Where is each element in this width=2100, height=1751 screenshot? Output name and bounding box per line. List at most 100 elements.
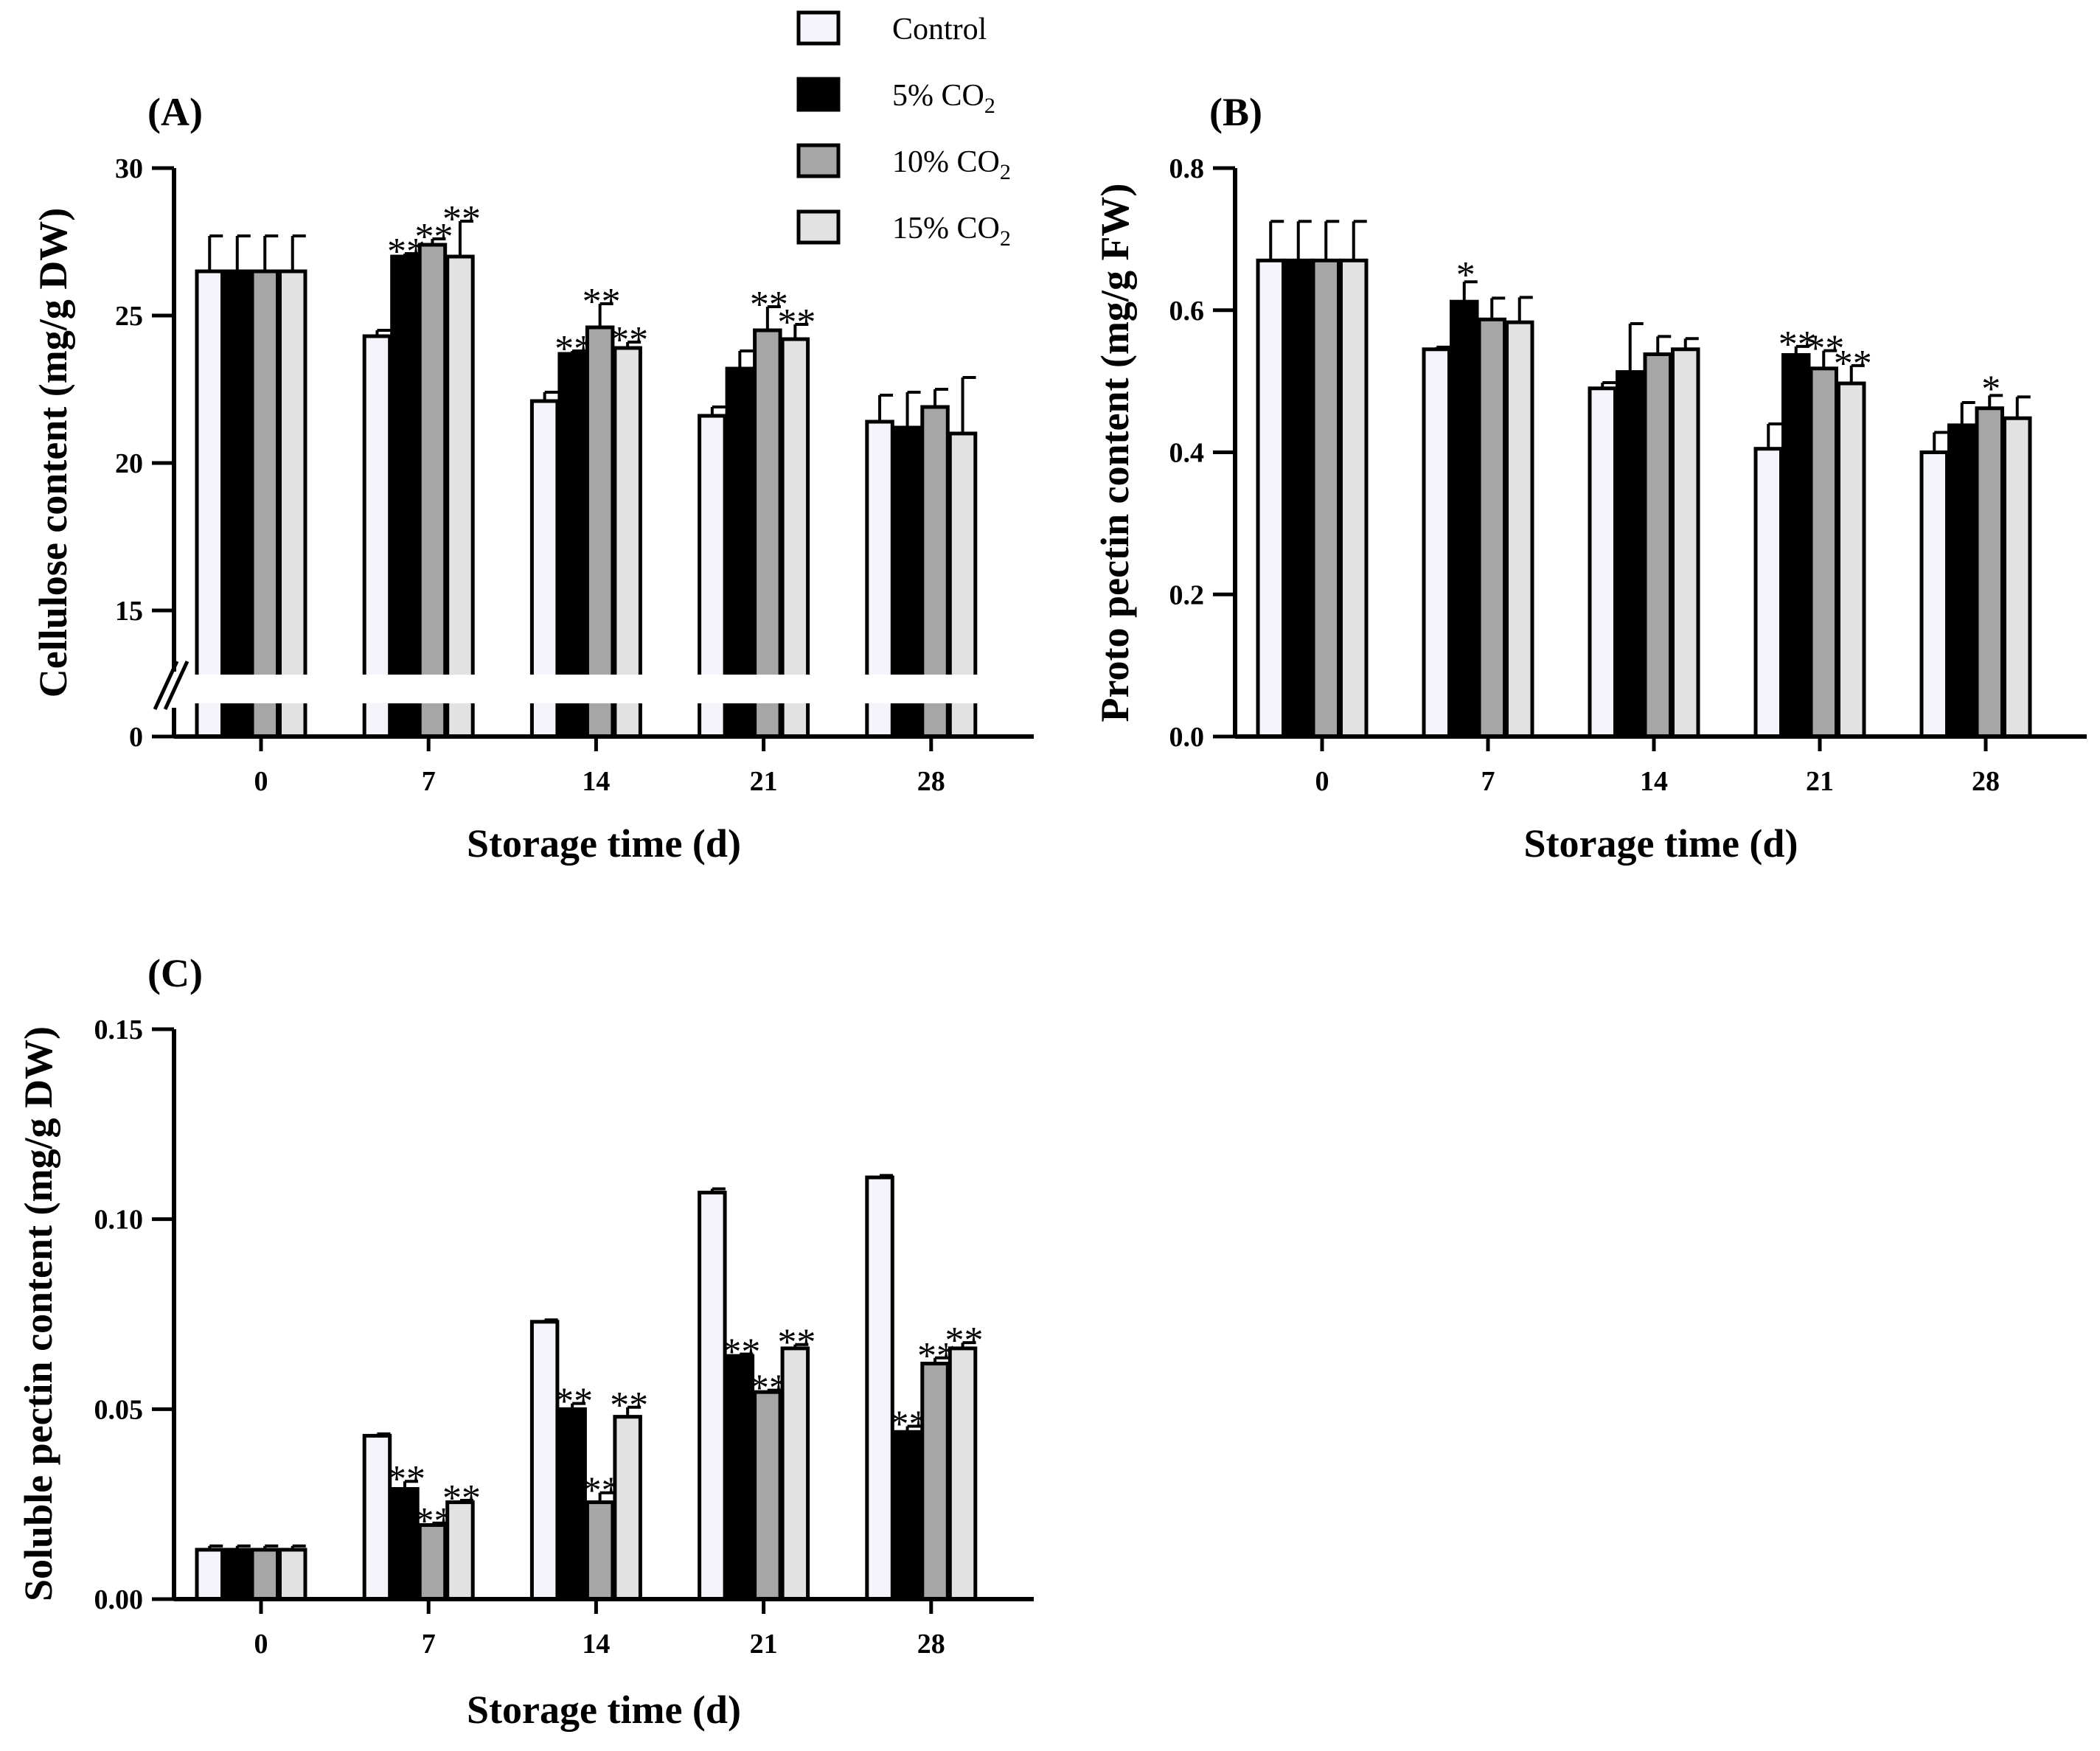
significance-mark: * <box>1456 254 1475 296</box>
subscript: 2 <box>1000 160 1011 184</box>
y-tick-label: 0.2 <box>1169 579 1205 610</box>
bar <box>195 1548 224 1601</box>
x-tick-label: 14 <box>582 1629 610 1660</box>
axis-break-mark <box>153 660 179 711</box>
panel-letter: (A) <box>147 90 203 134</box>
significance-mark: ** <box>610 1385 648 1427</box>
x-tick-label: 7 <box>422 766 436 797</box>
bar <box>1919 450 1949 739</box>
x-tick-label: 0 <box>1315 766 1329 797</box>
bar <box>223 1548 252 1601</box>
bar <box>1809 366 1838 739</box>
bar <box>1837 381 1866 739</box>
y-tick-label: 25 <box>115 301 143 332</box>
bar <box>753 328 782 739</box>
bar <box>390 1487 420 1601</box>
panel-b-proto-pectin: (B)0*7 14******21*280.00.20.40.60.8Storag… <box>1093 90 2087 866</box>
x-tick-label: 28 <box>1972 766 2000 797</box>
x-tick-label: 14 <box>582 766 610 797</box>
y-axis-title: Cellulose content (mg/g DW) <box>31 208 75 697</box>
bar <box>557 1407 587 1601</box>
y-tick-label: 0.10 <box>94 1205 144 1236</box>
bar <box>250 1548 279 1601</box>
bar <box>1284 258 1313 739</box>
bar <box>1643 352 1672 739</box>
x-axis-title: Storage time (d) <box>1524 821 1798 866</box>
bar <box>1505 320 1534 739</box>
bar <box>698 1191 727 1601</box>
significance-mark: ** <box>554 1381 593 1423</box>
significance-mark: ** <box>1834 343 1872 385</box>
x-tick-label: 0 <box>254 766 268 797</box>
bar <box>1311 258 1341 739</box>
y-tick-label: 0 <box>129 722 143 753</box>
y-tick-label: 0.8 <box>1169 153 1205 184</box>
y-tick-label: 0.6 <box>1169 296 1205 327</box>
bar <box>585 325 615 739</box>
bar <box>948 1346 978 1601</box>
x-tick-label: 14 <box>1640 766 1668 797</box>
bar <box>1975 406 2004 739</box>
bar <box>1616 370 1645 739</box>
x-tick-label: 28 <box>917 1629 945 1660</box>
bar <box>1671 347 1700 739</box>
subscript: 2 <box>984 94 995 118</box>
bar <box>1477 317 1506 739</box>
significance-mark: ** <box>442 1477 481 1519</box>
bar <box>613 1415 642 1601</box>
panel-a-cellulose: (A)0******7******14****21 28015202530Stor… <box>31 90 1037 866</box>
axis-break-band <box>177 675 1037 703</box>
legend-swatch-0 <box>796 10 841 46</box>
y-tick-label: 0.4 <box>1169 438 1205 469</box>
bar <box>1781 352 1811 739</box>
x-tick-label: 0 <box>254 1629 268 1660</box>
y-tick-label: 0.05 <box>94 1394 144 1425</box>
significance-mark: * <box>1981 368 2000 410</box>
bar <box>1422 347 1451 739</box>
bar <box>920 1361 950 1601</box>
legend-label-3: 15% CO2 <box>892 212 1011 251</box>
significance-mark: ** <box>387 1458 425 1500</box>
bar <box>362 334 392 739</box>
bar <box>390 254 420 739</box>
x-tick-label: 7 <box>422 1629 436 1660</box>
significance-mark: ** <box>722 1331 760 1374</box>
bar <box>278 269 307 739</box>
bar <box>725 1354 755 1601</box>
panel-c-soluble-pectin: (C)0******7******14******21******280.000… <box>16 951 1034 1732</box>
axis-break-mark <box>163 660 190 711</box>
significance-mark: ** <box>777 302 816 344</box>
legend-label-1: 5% CO2 <box>892 79 995 118</box>
y-axis-title: Proto pectin content (mg/g FW) <box>1093 184 1137 723</box>
x-tick-label: 21 <box>750 1629 778 1660</box>
x-tick-label: 21 <box>1806 766 1834 797</box>
significance-mark: ** <box>414 216 453 258</box>
bar <box>780 1346 810 1601</box>
legend-swatch-3 <box>796 209 841 245</box>
bar <box>1256 258 1285 739</box>
bar <box>1588 386 1617 739</box>
significance-mark: ** <box>777 1322 816 1364</box>
y-tick-label: 0.0 <box>1169 722 1205 753</box>
significance-mark: ** <box>610 319 648 361</box>
bar <box>1753 447 1783 739</box>
x-tick-label: 7 <box>1481 766 1495 797</box>
significance-mark: ** <box>442 198 481 240</box>
bar <box>278 1548 307 1601</box>
subscript: 2 <box>1000 226 1011 251</box>
y-tick-label: 0.15 <box>94 1014 144 1045</box>
bar <box>892 1430 922 1601</box>
bar <box>362 1433 392 1601</box>
y-tick-label: 0.00 <box>94 1584 144 1615</box>
significance-mark: ** <box>1806 328 1844 370</box>
bar <box>585 1500 615 1601</box>
x-axis-title: Storage time (d) <box>467 821 741 866</box>
bar <box>1947 423 1977 739</box>
y-tick-label: 15 <box>115 596 143 627</box>
y-tick-label: 20 <box>115 448 143 479</box>
bar <box>780 337 810 739</box>
legend: Control 5% CO2 10% CO2 15% CO2 <box>796 10 1011 251</box>
x-axis-title: Storage time (d) <box>467 1688 741 1732</box>
bar <box>250 269 279 739</box>
